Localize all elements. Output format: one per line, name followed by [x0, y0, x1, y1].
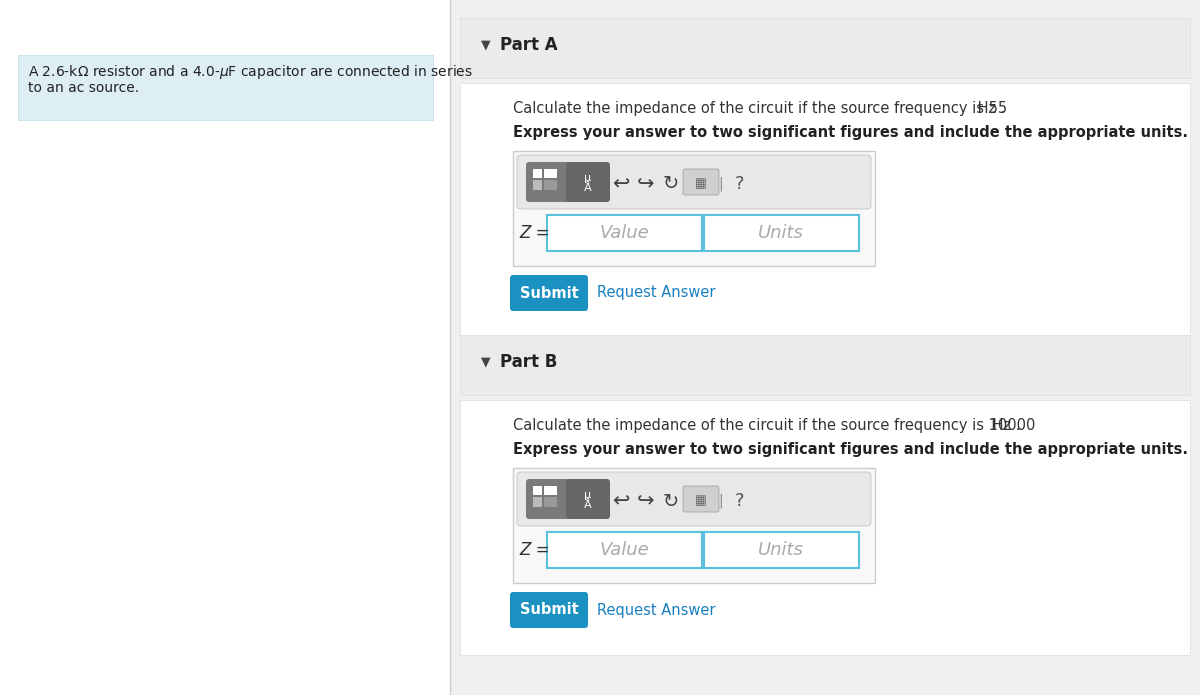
Bar	[460, 18, 1190, 78]
Bar	[0, 0, 450, 695]
Bar	[460, 400, 1190, 655]
Text: ↪: ↪	[637, 174, 655, 194]
FancyBboxPatch shape	[526, 479, 570, 519]
FancyBboxPatch shape	[510, 592, 588, 628]
FancyBboxPatch shape	[517, 155, 871, 209]
Bar	[544, 497, 557, 507]
Bar	[18, 55, 433, 120]
Text: ↩: ↩	[612, 174, 630, 194]
Text: Z =: Z =	[520, 224, 550, 242]
Text: |: |	[719, 493, 724, 508]
Text: Å: Å	[584, 183, 592, 193]
Bar	[533, 169, 542, 178]
Text: Hz .: Hz .	[988, 418, 1020, 433]
FancyBboxPatch shape	[683, 486, 719, 512]
Text: ↪: ↪	[637, 491, 655, 511]
FancyBboxPatch shape	[566, 162, 610, 202]
Text: Express your answer to two significant figures and include the appropriate units: Express your answer to two significant f…	[514, 125, 1188, 140]
Text: Value: Value	[599, 224, 649, 242]
Text: Request Answer: Request Answer	[598, 603, 715, 617]
Text: Request Answer: Request Answer	[598, 286, 715, 300]
Bar	[533, 497, 542, 507]
Text: ▼: ▼	[481, 355, 491, 368]
Text: ↻: ↻	[662, 491, 679, 511]
Text: A 2.6-k$\Omega$ resistor and a 4.0-$\mu$F capacitor are connected in series: A 2.6-k$\Omega$ resistor and a 4.0-$\mu$…	[28, 63, 473, 81]
Bar	[544, 486, 557, 495]
Text: ▦: ▦	[695, 177, 707, 190]
FancyBboxPatch shape	[510, 275, 588, 311]
Text: Value: Value	[599, 541, 649, 559]
FancyBboxPatch shape	[526, 162, 570, 202]
Bar	[544, 169, 557, 178]
Text: Part A: Part A	[500, 36, 558, 54]
Bar	[460, 83, 1190, 338]
Text: Part B: Part B	[500, 353, 557, 371]
Bar	[704, 532, 859, 568]
Bar	[450, 0, 1200, 695]
Text: Units: Units	[758, 224, 804, 242]
Text: Hz .: Hz .	[973, 101, 1006, 116]
Bar	[704, 215, 859, 251]
FancyBboxPatch shape	[683, 169, 719, 195]
Bar	[533, 486, 542, 495]
Bar	[533, 180, 542, 190]
Text: ↻: ↻	[662, 174, 679, 193]
Bar	[547, 215, 702, 251]
Text: ?: ?	[734, 492, 744, 510]
Bar	[514, 468, 875, 583]
Text: μ: μ	[584, 490, 592, 500]
Text: to an ac source.: to an ac source.	[28, 81, 139, 95]
Text: ↩: ↩	[612, 491, 630, 511]
Bar	[460, 335, 1190, 395]
Text: Submit: Submit	[520, 286, 578, 300]
Text: Calculate the impedance of the circuit if the source frequency is 55: Calculate the impedance of the circuit i…	[514, 101, 1007, 116]
Text: ▼: ▼	[481, 38, 491, 51]
Bar	[547, 532, 702, 568]
FancyBboxPatch shape	[517, 472, 871, 526]
Text: Z =: Z =	[520, 541, 550, 559]
Bar	[514, 151, 875, 266]
Text: Units: Units	[758, 541, 804, 559]
Text: Calculate the impedance of the circuit if the source frequency is 10000: Calculate the impedance of the circuit i…	[514, 418, 1036, 433]
Text: ▦: ▦	[695, 495, 707, 507]
Text: Express your answer to two significant figures and include the appropriate units: Express your answer to two significant f…	[514, 442, 1188, 457]
Text: ?: ?	[734, 175, 744, 193]
FancyBboxPatch shape	[566, 479, 610, 519]
Text: Å: Å	[584, 500, 592, 510]
Bar	[544, 180, 557, 190]
Text: |: |	[719, 177, 724, 191]
Text: μ: μ	[584, 173, 592, 183]
Text: Submit: Submit	[520, 603, 578, 617]
